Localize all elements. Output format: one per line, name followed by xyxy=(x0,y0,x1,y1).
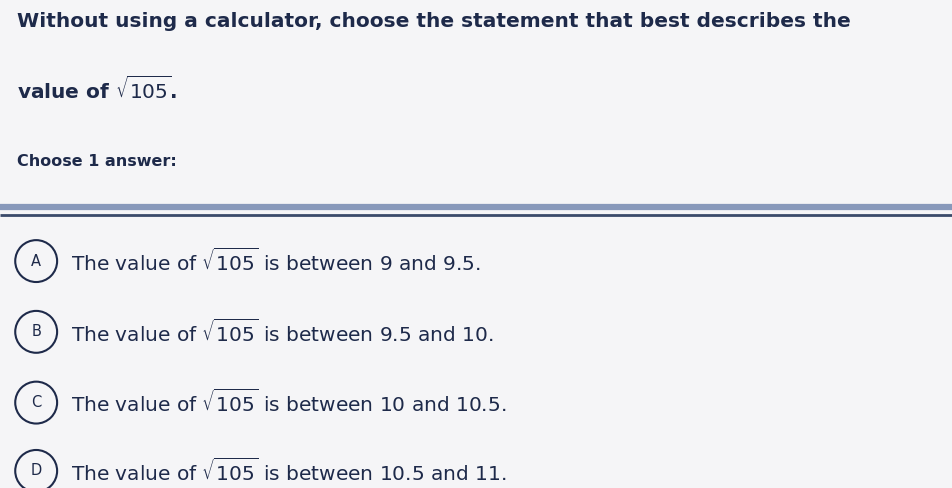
Text: Choose 1 answer:: Choose 1 answer: xyxy=(17,154,177,169)
Text: B: B xyxy=(31,325,41,339)
Text: The value of $\sqrt{105}$ is between 9 and 9.5.: The value of $\sqrt{105}$ is between 9 a… xyxy=(71,247,481,275)
Text: C: C xyxy=(31,395,41,410)
Text: value of $\sqrt{105}$.: value of $\sqrt{105}$. xyxy=(17,76,178,103)
Text: A: A xyxy=(31,254,41,268)
Text: The value of $\sqrt{105}$ is between 9.5 and 10.: The value of $\sqrt{105}$ is between 9.5… xyxy=(71,318,494,346)
Text: The value of $\sqrt{105}$ is between 10 and 10.5.: The value of $\sqrt{105}$ is between 10 … xyxy=(71,389,506,416)
Text: D: D xyxy=(30,464,42,478)
Text: Without using a calculator, choose the statement that best describes the: Without using a calculator, choose the s… xyxy=(17,12,851,31)
Text: The value of $\sqrt{105}$ is between 10.5 and 11.: The value of $\sqrt{105}$ is between 10.… xyxy=(71,457,506,485)
